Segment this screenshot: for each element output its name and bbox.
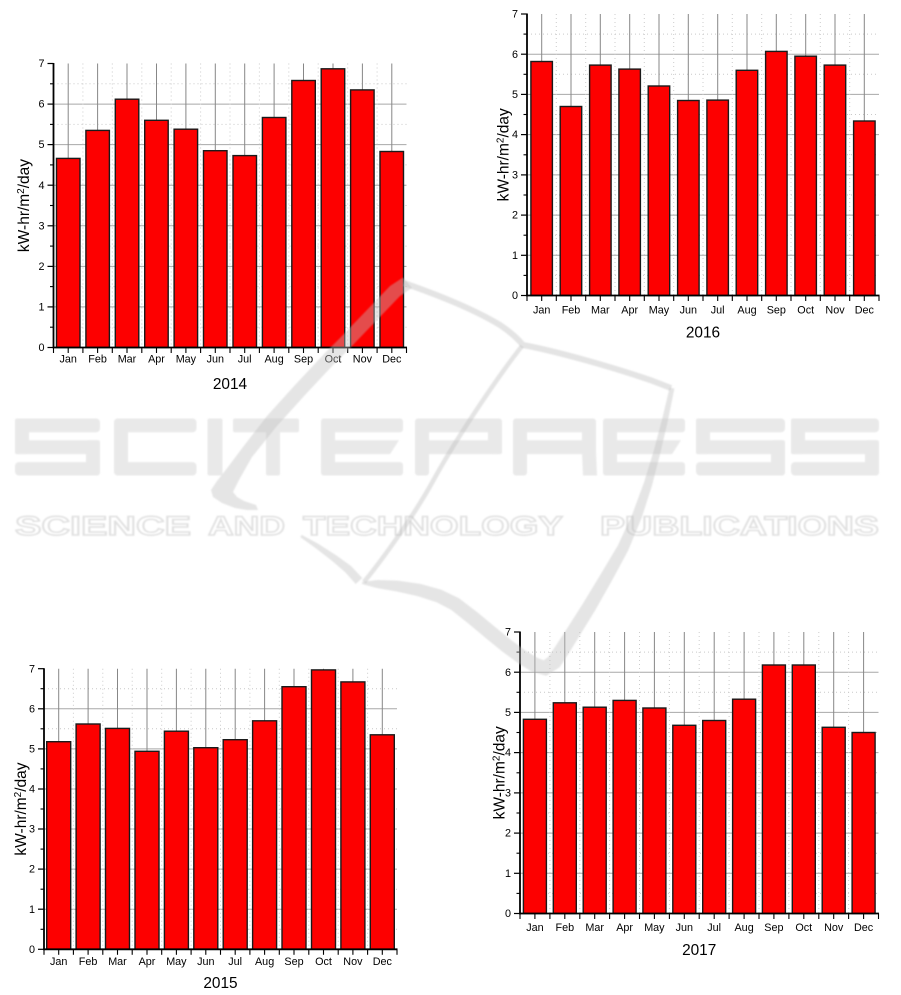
svg-text:0: 0 xyxy=(29,944,35,956)
svg-text:Jun: Jun xyxy=(207,354,224,366)
svg-text:3: 3 xyxy=(38,220,44,232)
svg-text:kW-hr/m2/day: kW-hr/m2/day xyxy=(13,762,30,855)
svg-text:Sep: Sep xyxy=(767,305,786,317)
svg-text:4: 4 xyxy=(512,129,518,141)
svg-text:Jul: Jul xyxy=(711,305,725,317)
svg-text:1: 1 xyxy=(38,302,44,314)
svg-text:2016: 2016 xyxy=(686,325,720,342)
svg-text:2017: 2017 xyxy=(682,942,716,959)
svg-text:1: 1 xyxy=(29,904,35,916)
svg-text:4: 4 xyxy=(505,747,511,759)
svg-text:Jul: Jul xyxy=(707,922,721,934)
svg-text:Apr: Apr xyxy=(148,354,165,366)
svg-text:Mar: Mar xyxy=(585,922,604,934)
svg-text:3: 3 xyxy=(29,824,35,836)
svg-text:Nov: Nov xyxy=(825,305,845,317)
svg-text:Feb: Feb xyxy=(555,922,574,934)
svg-text:3: 3 xyxy=(505,788,511,800)
svg-text:4: 4 xyxy=(38,180,44,192)
svg-text:5: 5 xyxy=(38,139,44,151)
svg-text:Dec: Dec xyxy=(855,305,875,317)
svg-text:Jul: Jul xyxy=(228,956,242,968)
svg-text:Jun: Jun xyxy=(197,956,214,968)
svg-text:2015: 2015 xyxy=(203,975,237,992)
svg-text:May: May xyxy=(649,305,670,317)
svg-text:5: 5 xyxy=(29,744,35,756)
svg-text:6: 6 xyxy=(505,667,511,679)
svg-text:Jan: Jan xyxy=(50,956,67,968)
svg-text:TECHNOLOGY: TECHNOLOGY xyxy=(303,511,563,541)
svg-text:7: 7 xyxy=(29,663,35,675)
svg-text:Mar: Mar xyxy=(591,305,610,317)
svg-text:Dec: Dec xyxy=(373,956,393,968)
svg-text:Apr: Apr xyxy=(616,922,633,934)
svg-text:2: 2 xyxy=(38,261,44,273)
svg-text:Mar: Mar xyxy=(118,354,137,366)
svg-text:0: 0 xyxy=(38,342,44,354)
svg-text:Dec: Dec xyxy=(382,354,402,366)
svg-text:kW-hr/m2/day: kW-hr/m2/day xyxy=(496,108,513,201)
svg-text:Oct: Oct xyxy=(797,305,814,317)
svg-text:Apr: Apr xyxy=(139,956,156,968)
svg-text:Aug: Aug xyxy=(264,354,283,366)
svg-text:Sep: Sep xyxy=(294,354,313,366)
svg-text:Jan: Jan xyxy=(526,922,543,934)
svg-text:Sep: Sep xyxy=(284,956,303,968)
svg-text:Feb: Feb xyxy=(79,956,98,968)
svg-text:1: 1 xyxy=(505,868,511,880)
svg-text:Aug: Aug xyxy=(255,956,274,968)
svg-text:May: May xyxy=(176,354,197,366)
svg-text:Apr: Apr xyxy=(621,305,638,317)
svg-text:2: 2 xyxy=(29,864,35,876)
svg-text:Jun: Jun xyxy=(676,922,693,934)
svg-text:1: 1 xyxy=(512,250,518,262)
svg-text:Nov: Nov xyxy=(824,922,844,934)
svg-text:6: 6 xyxy=(38,99,44,111)
svg-text:AND: AND xyxy=(208,511,285,541)
svg-text:Mar: Mar xyxy=(108,956,127,968)
svg-text:Nov: Nov xyxy=(343,956,363,968)
svg-text:Feb: Feb xyxy=(88,354,107,366)
svg-text:Jan: Jan xyxy=(59,354,76,366)
svg-text:PUBLICATIONS: PUBLICATIONS xyxy=(600,511,879,541)
svg-text:SCIENCE: SCIENCE xyxy=(15,511,191,541)
svg-text:7: 7 xyxy=(38,58,44,70)
svg-text:7: 7 xyxy=(505,627,511,639)
svg-text:Oct: Oct xyxy=(315,956,332,968)
svg-text:Jul: Jul xyxy=(238,354,252,366)
svg-text:Jun: Jun xyxy=(680,305,697,317)
svg-text:Feb: Feb xyxy=(562,305,581,317)
svg-text:Oct: Oct xyxy=(795,922,812,934)
svg-text:Jan: Jan xyxy=(533,305,550,317)
svg-text:kW-hr/m2/day: kW-hr/m2/day xyxy=(16,159,33,252)
svg-text:5: 5 xyxy=(512,89,518,101)
svg-text:2: 2 xyxy=(505,828,511,840)
svg-text:Sep: Sep xyxy=(764,922,783,934)
svg-text:0: 0 xyxy=(505,908,511,920)
svg-text:Nov: Nov xyxy=(353,354,373,366)
svg-text:Aug: Aug xyxy=(737,305,756,317)
svg-text:2014: 2014 xyxy=(213,376,248,393)
svg-text:Aug: Aug xyxy=(734,922,753,934)
svg-text:May: May xyxy=(644,922,665,934)
svg-text:Dec: Dec xyxy=(854,922,874,934)
svg-text:4: 4 xyxy=(29,784,35,796)
svg-text:6: 6 xyxy=(512,49,518,61)
svg-text:kW-hr/m2/day: kW-hr/m2/day xyxy=(492,726,509,819)
svg-text:6: 6 xyxy=(29,703,35,715)
svg-text:5: 5 xyxy=(505,707,511,719)
svg-text:3: 3 xyxy=(512,170,518,182)
svg-text:0: 0 xyxy=(512,290,518,302)
svg-text:2: 2 xyxy=(512,210,518,222)
svg-text:7: 7 xyxy=(512,9,518,21)
svg-text:May: May xyxy=(166,956,187,968)
